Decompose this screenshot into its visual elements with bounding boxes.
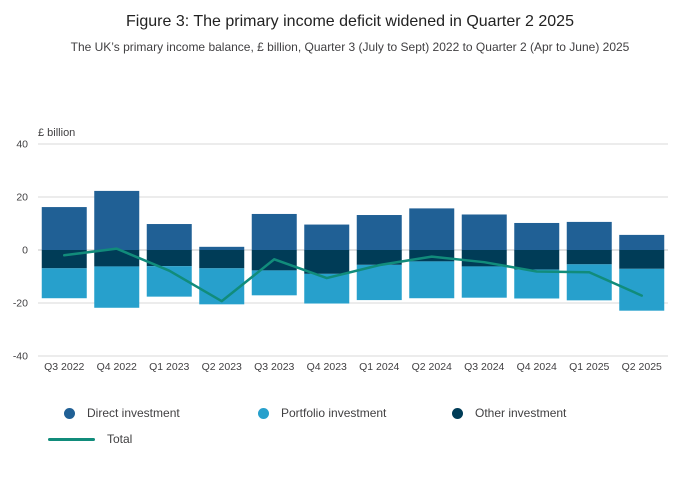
x-axis-tick-label: Q3 2022 (44, 361, 84, 373)
bar-segment-portfolio-investment (251, 270, 297, 296)
chart-subtitle: The UK’s primary income balance, £ billi… (70, 40, 630, 54)
bar-segment-direct-investment (199, 246, 245, 250)
total-line-swatch (48, 437, 95, 441)
x-axis-tick-label: Q4 2024 (517, 361, 557, 373)
bar-segment-other-investment (146, 250, 192, 267)
primary-income-balance-chart: 40 20 0 -20 -40 £ billion Q3 2022 Q4 2022 Q1 202… (13, 127, 668, 373)
bar-segment-direct-investment (41, 207, 87, 250)
bar-segment-portfolio-investment (566, 264, 612, 301)
legend-total-row: Total (0, 432, 700, 446)
bar-segment-direct-investment (94, 190, 140, 250)
y-axis-tick-label: 0 (22, 245, 28, 257)
bar-segment-portfolio-investment (514, 269, 560, 299)
legend-label-other-investment: Other investment (475, 406, 567, 420)
x-axis-tick-label: Q1 2023 (149, 361, 189, 373)
legend-item-direct-investment: Direct investment (64, 406, 258, 420)
x-axis-tick-label: Q1 2025 (569, 361, 609, 373)
bar-segment-direct-investment (409, 208, 455, 250)
legend-item-other-investment: Other investment (452, 406, 646, 420)
x-axis-tick-label: Q4 2022 (97, 361, 137, 373)
legend-label-direct-investment: Direct investment (87, 406, 180, 420)
bar-segment-direct-investment (514, 222, 560, 250)
legend: Direct investment Portfolio investment O… (0, 406, 700, 446)
x-axis-tick-label: Q2 2025 (622, 361, 662, 373)
bar-segment-direct-investment (566, 221, 612, 250)
portfolio-investment-swatch (258, 407, 269, 419)
x-axis-tick-label: Q2 2023 (202, 361, 242, 373)
bar-segment-direct-investment (146, 224, 192, 250)
bar-segment-portfolio-investment (94, 266, 140, 308)
total-line (63, 247, 643, 303)
bar-segment-direct-investment (619, 234, 665, 250)
direct-investment-swatch (64, 407, 75, 419)
legend-item-total: Total (48, 432, 132, 446)
x-axis-tick-label: Q3 2024 (464, 361, 504, 373)
bar-segment-other-investment (199, 250, 245, 269)
chart-title: Figure 3: The primary income deficit wid… (126, 13, 574, 30)
bar-segment-other-investment (356, 250, 402, 265)
bar-segment-other-investment (566, 250, 612, 265)
bar-segment-other-investment (514, 250, 560, 270)
bar-segment-portfolio-investment (461, 266, 507, 298)
legend-label-total: Total (107, 432, 133, 446)
bar-segment-portfolio-investment (409, 261, 455, 299)
bar-segment-portfolio-investment (356, 264, 402, 301)
bar-segment-direct-investment (356, 215, 402, 250)
x-axis-tick-label: Q1 2024 (359, 361, 399, 373)
y-axis-tick-label: 20 (16, 192, 28, 204)
x-axis-tick-label: Q4 2023 (307, 361, 347, 373)
y-axis-tick-label: -40 (13, 351, 28, 363)
bar-segment-direct-investment (251, 213, 297, 250)
bar-segment-other-investment (619, 250, 665, 269)
bar-segment-other-investment (304, 250, 350, 274)
bar-segment-portfolio-investment (199, 268, 245, 305)
legend-item-portfolio-investment: Portfolio investment (258, 406, 452, 420)
legend-label-portfolio-investment: Portfolio investment (281, 406, 387, 420)
bar-segment-direct-investment (461, 214, 507, 250)
y-axis-tick-label: -20 (13, 298, 28, 310)
y-axis-unit-label: £ billion (38, 127, 75, 139)
x-axis-tick-label: Q2 2024 (412, 361, 452, 373)
bar-segment-other-investment (461, 250, 507, 267)
x-axis-tick-label: Q3 2023 (254, 361, 294, 373)
bar-segment-portfolio-investment (41, 268, 87, 299)
legend-series-row: Direct investment Portfolio investment O… (0, 406, 700, 420)
bar-segment-direct-investment (304, 224, 350, 250)
bar-segment-other-investment (94, 250, 140, 267)
other-investment-swatch (452, 407, 463, 419)
y-axis-tick-label: 40 (16, 139, 28, 151)
